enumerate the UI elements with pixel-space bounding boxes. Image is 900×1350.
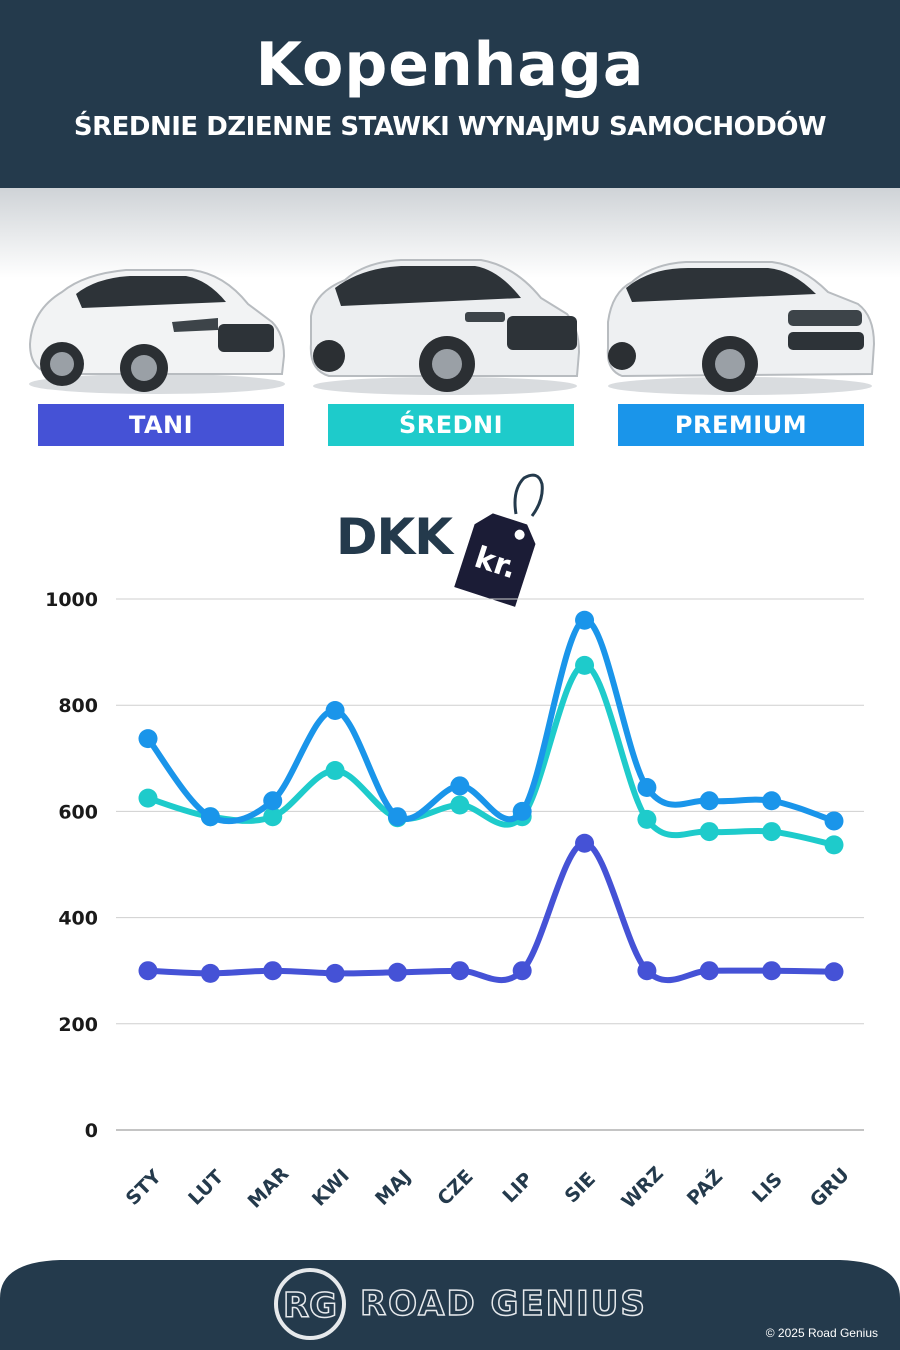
x-tick-label: LUT: [184, 1166, 228, 1210]
y-tick-label: 0: [85, 1120, 98, 1142]
x-tick-label: LIS: [748, 1168, 787, 1207]
data-point: [762, 791, 782, 811]
data-point: [824, 835, 844, 855]
data-point: [824, 811, 844, 831]
data-point: [699, 791, 719, 811]
premium-suv-image: [606, 261, 876, 395]
x-tick-label: PAŹ: [682, 1165, 727, 1210]
x-tick-label: STY: [122, 1166, 166, 1210]
data-point: [325, 761, 345, 781]
logo-badge: [274, 1268, 346, 1340]
data-point: [200, 807, 220, 827]
data-point: [575, 833, 595, 853]
data-point: [138, 961, 158, 981]
category-sredni-label: ŚREDNI: [328, 404, 574, 446]
data-point: [637, 778, 657, 798]
data-point: [762, 961, 782, 981]
line-chart: 0 200 400 600 800 1000 STY LUT MAR KWI MAJ CZE LIP S…: [45, 589, 864, 1210]
data-point: [637, 809, 657, 829]
category-tani-label: TANI: [38, 404, 284, 446]
brand-name: ROAD GENIUS: [359, 1283, 647, 1325]
data-point: [325, 963, 345, 983]
copyright-text: © 2025 Road Genius: [765, 1326, 878, 1340]
y-tick-label: 600: [58, 801, 98, 823]
page-subtitle: ŚREDNIE DZIENNE STAWKI WYNAJMU SAMOCHODÓ…: [73, 112, 827, 142]
page-title: Kopenhaga: [255, 30, 645, 100]
x-tick-label: MAR: [244, 1163, 294, 1210]
data-point: [263, 791, 283, 811]
y-tick-label: 200: [58, 1014, 98, 1036]
x-tick-label: MAJ: [371, 1166, 415, 1210]
x-tick-label: SIE: [561, 1168, 600, 1207]
x-tick-label: GRU: [806, 1164, 854, 1210]
data-point: [138, 729, 158, 749]
data-point: [699, 961, 719, 981]
data-point: [699, 822, 719, 842]
data-point: [325, 701, 345, 721]
x-tick-label: KWI: [308, 1165, 354, 1210]
data-point: [450, 776, 470, 796]
data-point: [387, 807, 407, 827]
data-point: [575, 655, 595, 675]
data-point: [387, 962, 407, 982]
data-point: [450, 795, 470, 815]
data-point: [824, 962, 844, 982]
x-tick-label: LIP: [498, 1168, 537, 1207]
header-banner: Kopenhaga ŚREDNIE DZIENNE STAWKI WYNAJMU…: [0, 0, 900, 188]
series-line: [145, 617, 837, 825]
series-line: [145, 840, 837, 984]
economy-car-image: [28, 269, 286, 394]
data-point: [450, 961, 470, 981]
footer-banner: RG: [0, 1260, 900, 1350]
x-tick-label: WRZ: [617, 1163, 667, 1210]
logo-initials: RG: [283, 1286, 337, 1326]
data-point: [138, 788, 158, 808]
data-point: [263, 961, 283, 981]
currency-code: DKK: [336, 508, 453, 566]
data-point: [200, 963, 220, 983]
data-point: [512, 961, 532, 981]
y-tick-label: 400: [58, 908, 98, 930]
category-premium-label: PREMIUM: [618, 404, 864, 446]
y-tick-label: 800: [58, 695, 98, 717]
price-tag-icon: kr.: [454, 473, 544, 607]
x-tick-label: CZE: [433, 1166, 477, 1210]
data-point: [637, 961, 657, 981]
mid-suv-image: [309, 259, 581, 395]
y-tick-label: 1000: [45, 589, 98, 611]
data-point: [263, 807, 283, 827]
data-point: [512, 801, 532, 821]
data-point: [762, 822, 782, 842]
data-point: [575, 610, 595, 630]
